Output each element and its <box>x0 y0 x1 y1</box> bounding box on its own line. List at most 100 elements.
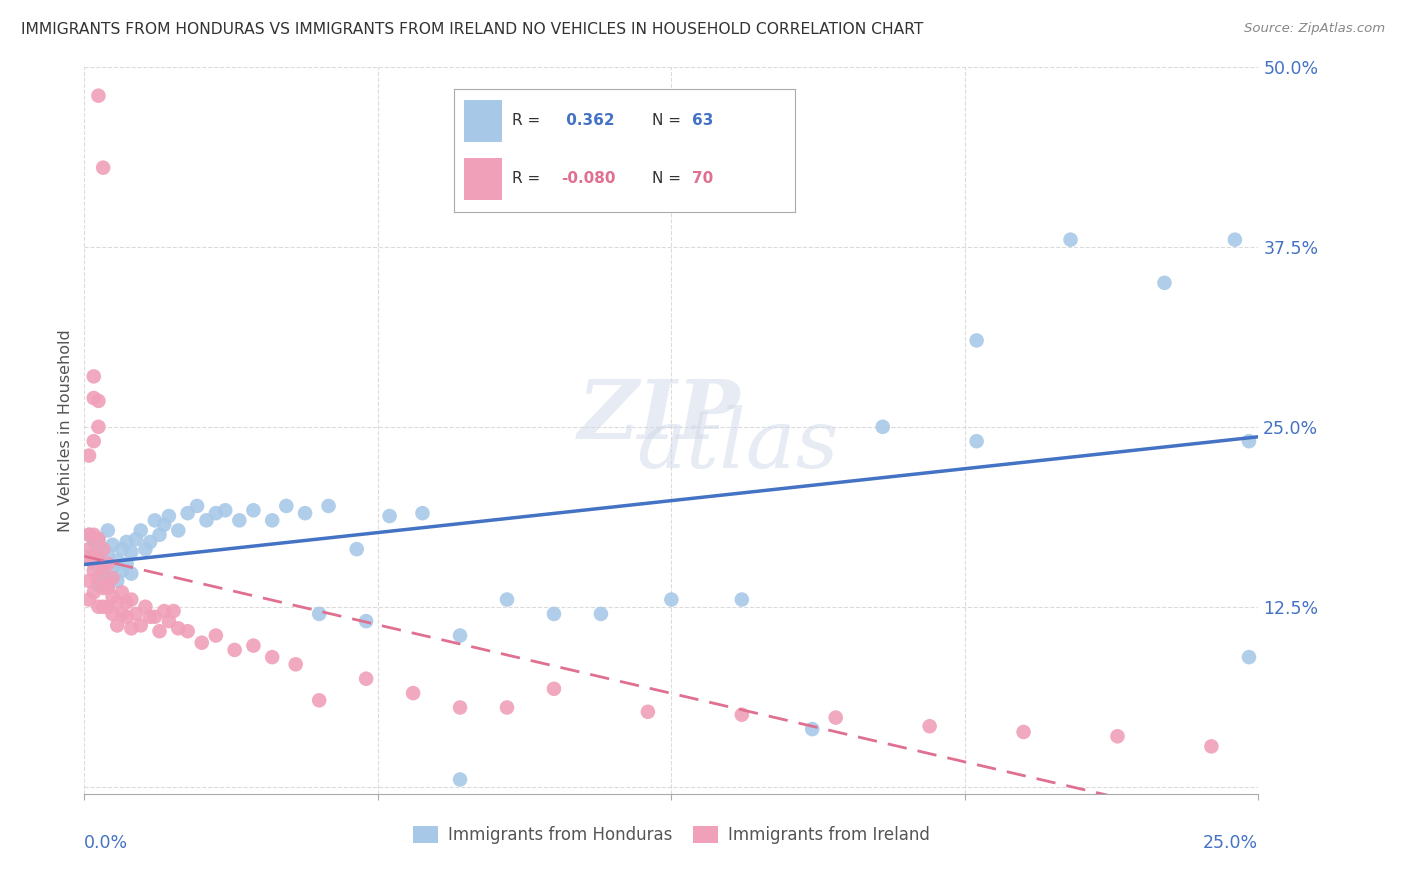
Point <box>83 369 105 384</box>
Point <box>129 524 152 538</box>
Point <box>91 542 114 557</box>
Point <box>77 549 100 564</box>
Point <box>308 693 330 707</box>
Point <box>918 719 941 733</box>
Point <box>77 528 100 542</box>
Point <box>97 599 120 614</box>
Point <box>966 334 988 348</box>
Point <box>176 506 198 520</box>
Point <box>1201 739 1223 754</box>
Point <box>97 557 120 571</box>
Point <box>101 590 124 604</box>
Point <box>153 604 176 618</box>
Point <box>449 628 471 642</box>
Point <box>83 528 105 542</box>
Point <box>120 545 142 559</box>
Point <box>1153 276 1175 290</box>
Point <box>87 532 110 546</box>
Point <box>101 538 124 552</box>
Point <box>83 391 105 405</box>
Point <box>134 599 156 614</box>
Point <box>87 571 110 585</box>
Point <box>87 552 110 566</box>
Point <box>242 639 264 653</box>
Point <box>111 585 134 599</box>
Point <box>143 609 166 624</box>
Point <box>354 614 377 628</box>
Point <box>411 506 433 520</box>
Point <box>661 592 683 607</box>
Point <box>801 722 824 736</box>
Point <box>97 578 120 592</box>
Point <box>97 571 120 585</box>
Point <box>77 528 100 542</box>
Point <box>91 581 114 595</box>
Point <box>167 621 190 635</box>
Point <box>111 607 134 621</box>
Text: ZIP: ZIP <box>578 376 740 456</box>
Point <box>87 552 110 566</box>
Point <box>91 566 114 581</box>
Point <box>115 609 138 624</box>
Point <box>111 542 134 557</box>
Point <box>139 609 162 624</box>
Point <box>228 513 250 527</box>
Point <box>496 700 519 714</box>
Point <box>205 628 228 642</box>
Point <box>543 607 565 621</box>
Point <box>402 686 425 700</box>
Point <box>115 535 138 549</box>
Point <box>153 517 176 532</box>
Point <box>115 557 138 571</box>
Point <box>91 561 114 575</box>
Point <box>105 595 128 609</box>
Text: 0.0%: 0.0% <box>84 834 128 852</box>
Point <box>1223 233 1246 247</box>
Point <box>125 607 148 621</box>
Point <box>214 503 236 517</box>
Point <box>872 419 894 434</box>
Point <box>496 592 519 607</box>
Point <box>91 161 114 175</box>
Text: IMMIGRANTS FROM HONDURAS VS IMMIGRANTS FROM IRELAND NO VEHICLES IN HOUSEHOLD COR: IMMIGRANTS FROM HONDURAS VS IMMIGRANTS F… <box>21 22 924 37</box>
Point <box>354 672 377 686</box>
Text: atlas: atlas <box>636 405 838 485</box>
Point <box>97 546 120 560</box>
Point <box>77 542 100 557</box>
Point <box>731 592 754 607</box>
Point <box>105 618 128 632</box>
Point <box>966 434 988 449</box>
Point <box>1012 725 1035 739</box>
Point <box>378 509 401 524</box>
Point <box>105 574 128 588</box>
Point <box>191 636 214 650</box>
Point <box>83 557 105 571</box>
Point <box>87 393 110 408</box>
Point <box>139 535 162 549</box>
Point <box>77 449 100 463</box>
Point <box>91 542 114 557</box>
Point <box>276 499 298 513</box>
Point <box>120 592 142 607</box>
Point <box>176 624 198 639</box>
Point <box>83 585 105 599</box>
Point <box>77 552 100 566</box>
Point <box>134 542 156 557</box>
Point <box>167 524 190 538</box>
Point <box>1059 233 1081 247</box>
Point <box>101 561 124 575</box>
Point <box>77 592 100 607</box>
Point <box>637 705 659 719</box>
Point <box>87 88 110 103</box>
Text: 25.0%: 25.0% <box>1204 834 1258 852</box>
Point <box>224 643 246 657</box>
Point <box>157 509 180 524</box>
Point <box>83 535 105 549</box>
Point <box>101 571 124 585</box>
Point <box>262 650 284 665</box>
Point <box>262 513 284 527</box>
Point <box>1237 650 1260 665</box>
Point <box>449 700 471 714</box>
Point <box>824 710 846 724</box>
Point <box>83 564 105 578</box>
